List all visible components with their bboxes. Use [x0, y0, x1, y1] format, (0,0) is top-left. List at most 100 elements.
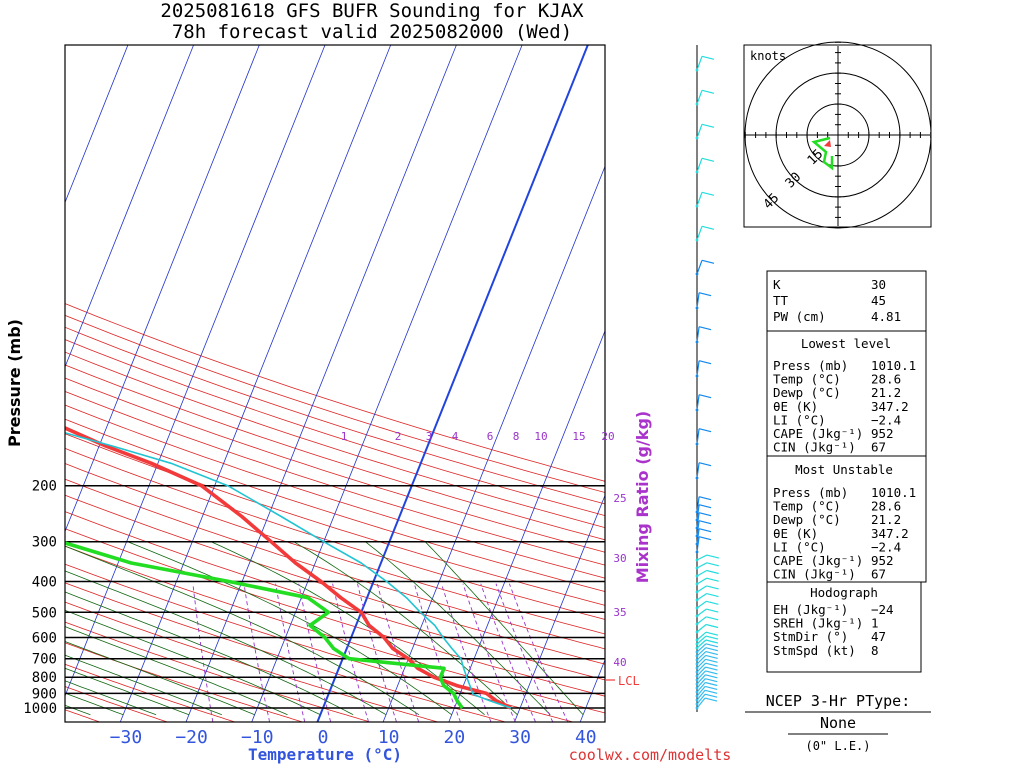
wind-barb-flag [698, 462, 712, 467]
wind-barb-flag [705, 651, 718, 656]
wind-barb [696, 670, 706, 681]
wind-barb-dot [695, 690, 699, 694]
freezing-isotherm [316, 45, 589, 722]
wind-barb-flag [705, 681, 718, 687]
moist-adiabat [293, 541, 518, 715]
mixing-ratio-label: 35 [613, 606, 626, 619]
wind-barb-flag [698, 394, 712, 399]
wind-barb-flag [705, 674, 718, 679]
wind-barb-dot [695, 606, 699, 610]
svg-text:PW (cm): PW (cm) [773, 309, 826, 324]
wind-barb-dot [695, 654, 699, 658]
wind-barb-dot [695, 204, 699, 208]
wind-barb-flag [701, 157, 715, 162]
mixing-ratio-line [441, 583, 492, 722]
background-lines [65, 45, 605, 722]
moist-adiabat [365, 541, 551, 715]
stat-label: EH (Jkg⁻¹) [773, 602, 848, 617]
wind-barb [696, 647, 707, 657]
isotherm [514, 494, 605, 722]
mixing-ratio-labels: 1 2 3 4 6 8 10 15 20 25 30 35 40 [341, 430, 627, 669]
wind-barb-flag [698, 292, 712, 297]
dry-adiabat [65, 663, 236, 722]
wind-barb-dot [695, 670, 699, 674]
mixing-ratio-label: 20 [601, 430, 614, 443]
moist-adiabat [65, 641, 255, 716]
x-tick-label: 20 [444, 727, 466, 748]
dry-adiabat [65, 511, 605, 681]
wind-barb-flag [698, 504, 712, 509]
moist-adiabat [127, 541, 452, 716]
mixing-ratio-label: 15 [572, 430, 585, 443]
dry-adiabat [65, 303, 605, 482]
wind-barb [696, 512, 700, 529]
wind-barb [696, 674, 706, 685]
hodograph-trace [811, 136, 834, 171]
wind-barb [696, 56, 703, 71]
x-tick-label: 40 [575, 727, 597, 748]
dry-adiabat [65, 418, 605, 592]
y-tick-label: 900 [32, 686, 57, 702]
stat-label: Dewp (°C) [773, 385, 841, 400]
wind-barb-flag [701, 55, 715, 60]
y-axis-label: Pressure (mb) [5, 319, 24, 447]
mixing-ratio-label: 10 [534, 430, 547, 443]
wind-barb-flag [706, 569, 719, 575]
stat-label: CIN (Jkg⁻¹) [773, 440, 856, 455]
wind-barb [696, 520, 700, 537]
moist-adiabat [210, 541, 485, 716]
stat-label: StmSpd (kt) [773, 643, 856, 658]
isotherm [448, 329, 605, 722]
wind-barb [696, 635, 707, 645]
stat-value: 8 [871, 643, 879, 658]
stat-label: Temp (°C) [773, 499, 841, 514]
wind-barb-flag [701, 89, 715, 94]
mixing-ratio-label: 30 [613, 552, 626, 565]
mixing-ratio-line [275, 583, 306, 722]
wind-barb-dot [695, 170, 699, 174]
wind-barb-flag [701, 191, 715, 196]
y-tick-label: 600 [32, 631, 57, 647]
wind-barb [696, 693, 706, 705]
wind-barb-flag [698, 428, 712, 433]
dry-adiabat [65, 326, 605, 505]
wind-barb-flag [706, 600, 719, 605]
stat-value: 347.2 [871, 399, 909, 414]
wind-barb-dot [695, 706, 699, 710]
wind-barb-flag [705, 623, 719, 629]
wind-barb-dot [695, 306, 699, 310]
wind-barb-dot [695, 650, 699, 654]
wind-barb [696, 462, 700, 479]
stat-label: StmDir (°) [773, 629, 848, 644]
wind-barb-flag [705, 662, 718, 667]
y-tick-label: 1000 [23, 701, 57, 717]
wind-barb-dot [695, 476, 699, 480]
wind-barb-flag [706, 593, 719, 598]
wind-barb-dot [695, 442, 699, 446]
wind-barb-flag [705, 654, 718, 659]
wind-barb-dot [695, 638, 699, 642]
stat-label: CAPE (Jkg⁻¹) [773, 553, 863, 568]
wind-barb [696, 554, 708, 561]
stat-value: 21.2 [871, 512, 901, 527]
wind-barb-dot [695, 630, 699, 634]
wind-barb-flag [706, 616, 719, 621]
y-tick-label: 200 [32, 479, 57, 495]
isotherm [65, 45, 260, 533]
wind-barb-flag [701, 123, 715, 128]
wind-barb [696, 360, 700, 377]
wind-barb-flag [705, 666, 718, 671]
dry-adiabat [65, 447, 605, 620]
dry-adiabat [65, 364, 605, 541]
x-tick-labels: −30 −20 −10 0 10 20 30 40 [110, 727, 597, 748]
wind-barb [696, 394, 700, 411]
wind-barb [696, 651, 707, 661]
stat-label: Press (mb) [773, 485, 848, 500]
moist-adiabat [65, 626, 288, 716]
svg-text:Hodograph: Hodograph [810, 585, 878, 600]
moist-adiabat [65, 591, 354, 716]
moist-adiabat [65, 609, 321, 716]
mixing-ratio-label: 2 [395, 430, 402, 443]
hodograph-units: knots [750, 49, 786, 63]
dry-adiabat [65, 601, 438, 722]
